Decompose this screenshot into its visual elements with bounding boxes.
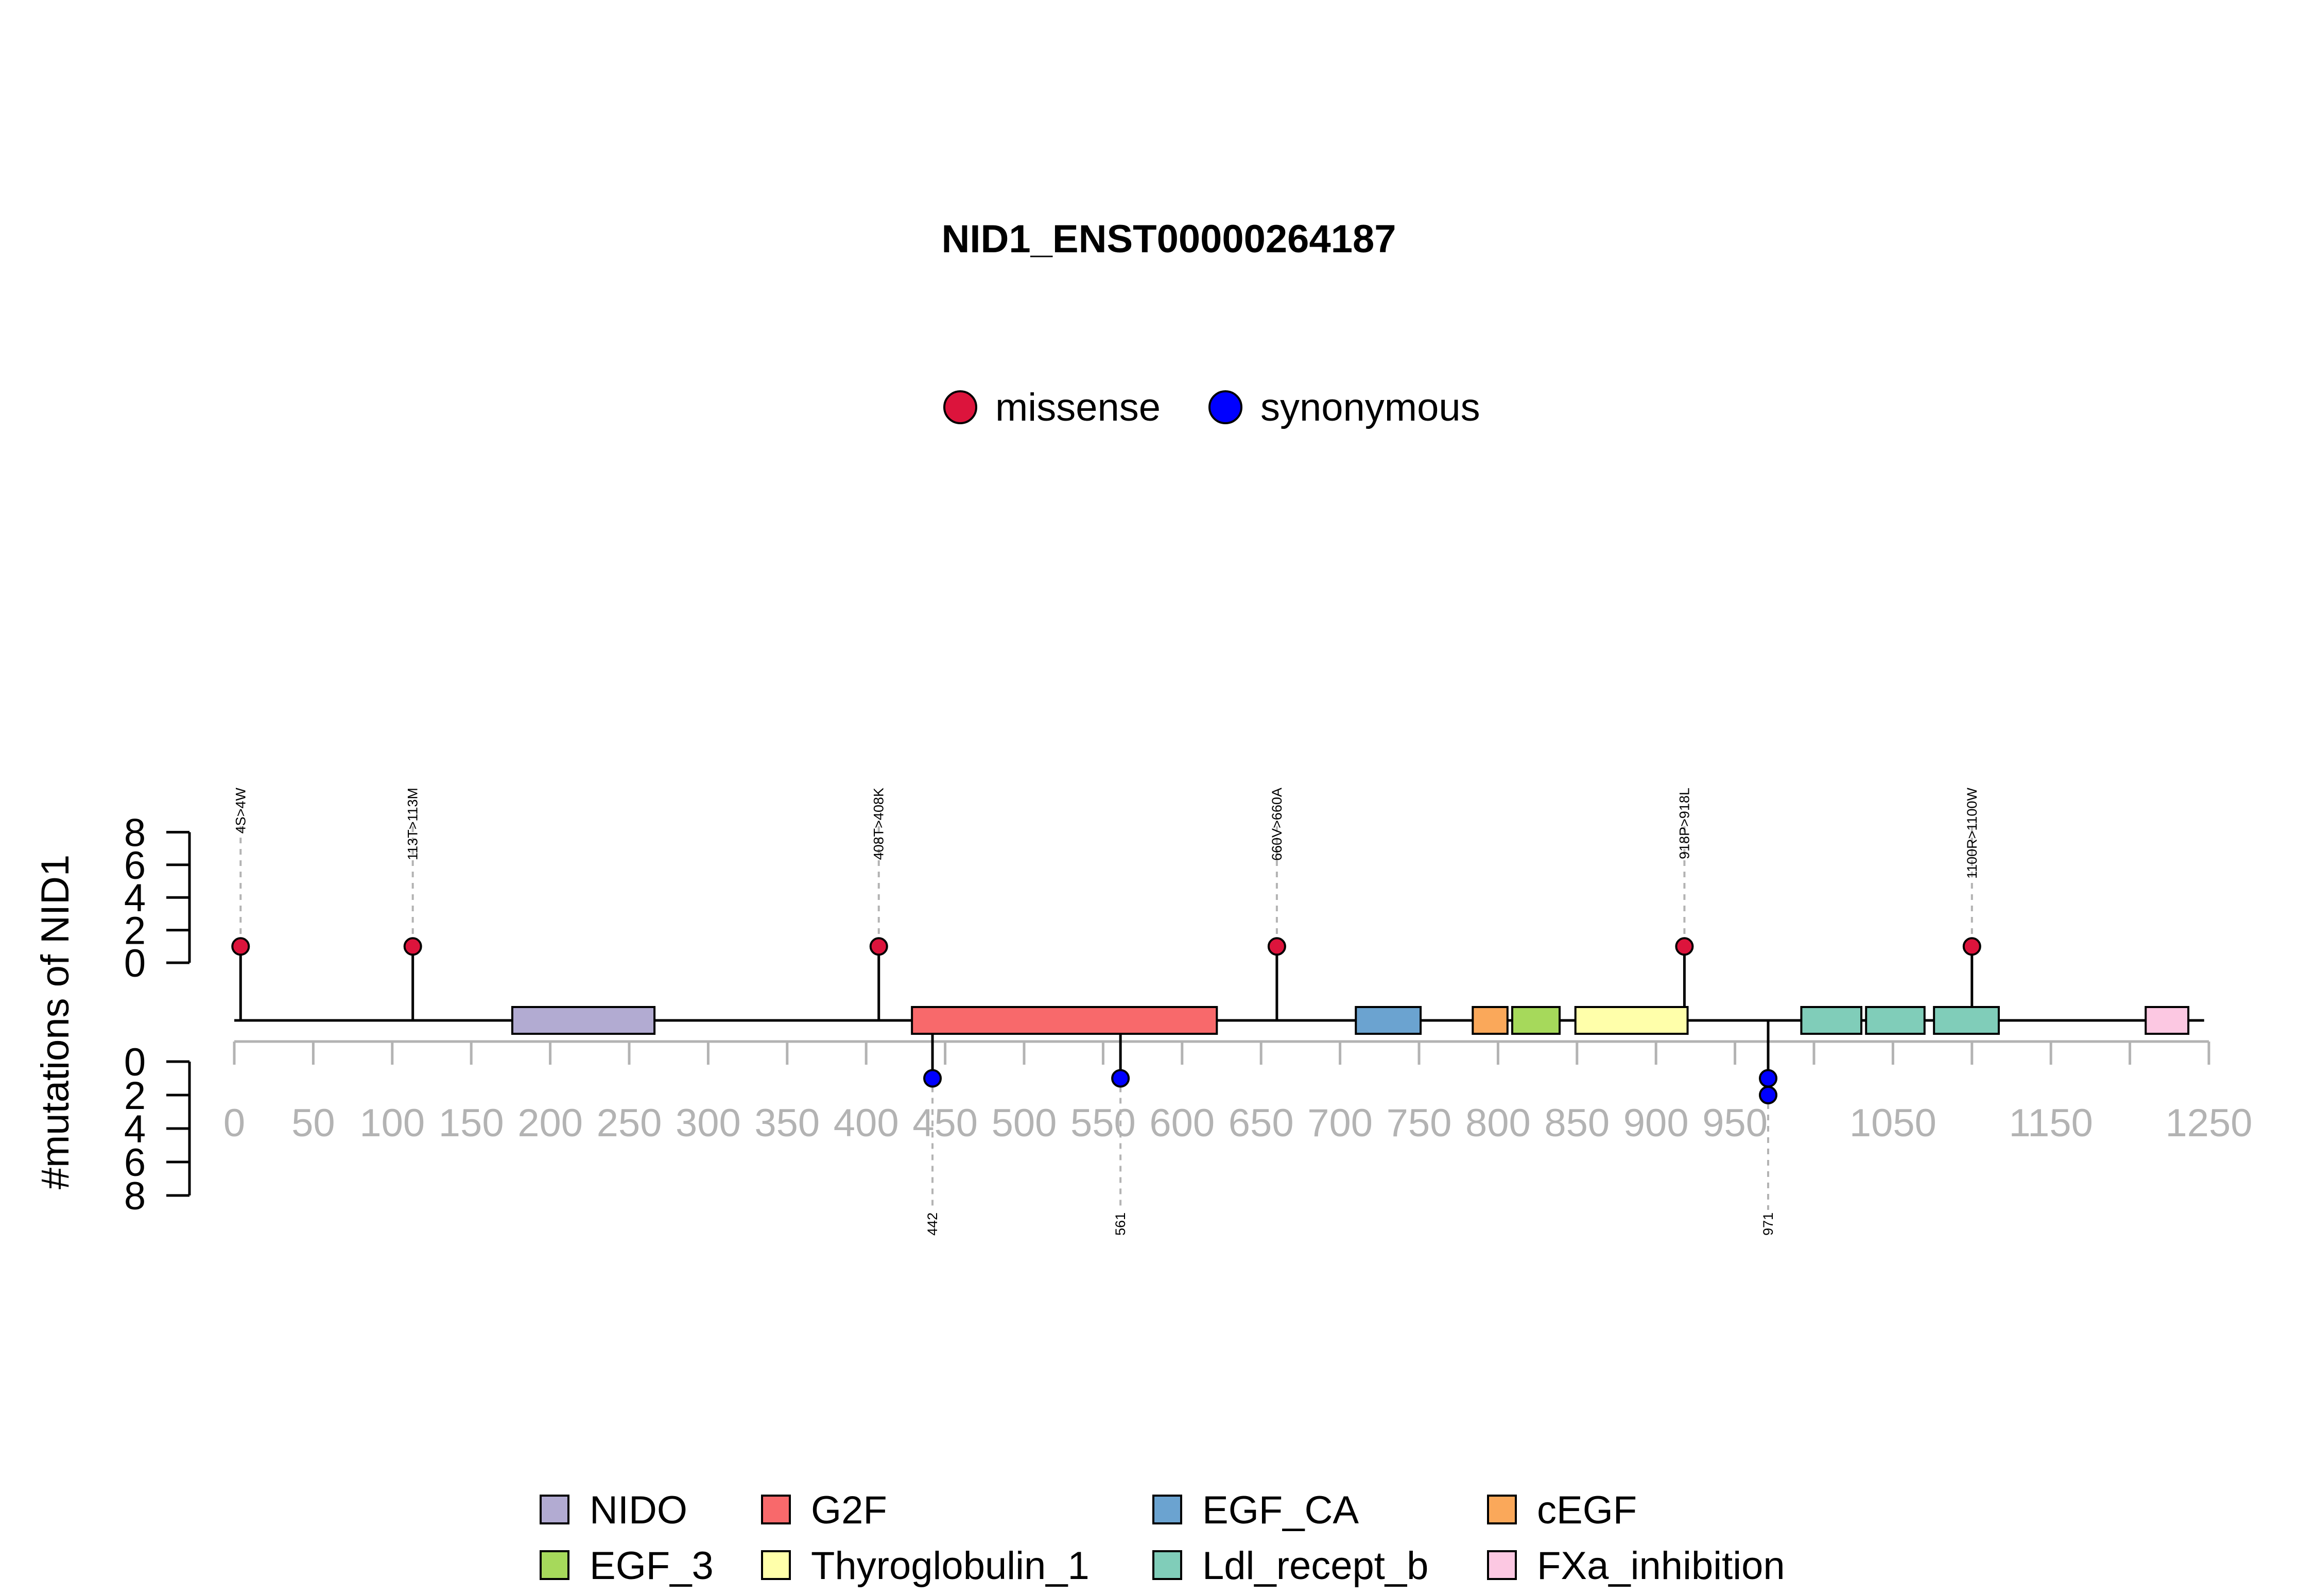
domain-legend-thyroglobulin-1-swatch [761, 1550, 791, 1580]
mutation-label: 561 [1113, 1212, 1128, 1236]
domain-legend-nido-swatch [540, 1495, 569, 1524]
mutation-label: 918P>918L [1676, 788, 1692, 859]
domain-legend-egf-ca-label: EGF_CA [1202, 1488, 1359, 1532]
mutation-type-legend: missense synonymous [943, 386, 1480, 429]
domain-cegf [1472, 1006, 1509, 1035]
domain-legend-cegf-label: cEGF [1537, 1488, 1637, 1532]
mutation-point-4s-4w [231, 937, 250, 956]
x-tick-label: 650 [1229, 1101, 1294, 1145]
domain-legend-g2f-swatch [761, 1495, 791, 1524]
legend-missense-marker [943, 390, 977, 424]
x-tick-label: 100 [359, 1101, 425, 1145]
x-tick-label: 800 [1465, 1101, 1531, 1145]
domain-legend-ldl-recept-b-swatch [1152, 1550, 1182, 1580]
mutation-point-561 [1111, 1069, 1130, 1088]
x-tick-label: 750 [1387, 1101, 1452, 1145]
x-tick-label: 400 [834, 1101, 899, 1145]
y-bottom-tick-label: 8 [124, 1174, 146, 1218]
mutation-markers: 4S>4W 113T>113M 408T>408K 660V>660A 918P>918… [231, 787, 1981, 1236]
mutation-point-442 [923, 1069, 942, 1088]
x-tick-label: 250 [597, 1101, 662, 1145]
y-bottom-tick-label: 0 [124, 1040, 146, 1084]
x-tick-label: 1250 [2165, 1101, 2252, 1145]
domain-legend-egf-ca-swatch [1152, 1495, 1182, 1524]
mutation-point-1100r-1100w [1962, 937, 1981, 956]
domain-egf-ca [1355, 1006, 1422, 1035]
domain-legend: NIDO G2F EGF_CA cEGF EGF_3 Thyroglobulin_1 Ldl… [540, 1488, 1785, 1588]
domain-ldl-recept-b [1865, 1006, 1926, 1035]
domain-nido [511, 1006, 656, 1035]
x-tick-label: 850 [1544, 1101, 1610, 1145]
mutation-label: 660V>660A [1269, 788, 1285, 861]
domain-legend-fxa-inhibition-swatch [1487, 1550, 1517, 1580]
mutation-point-971 [1759, 1069, 1778, 1088]
x-tick-label: 300 [676, 1101, 741, 1145]
domain-legend-egf-3-label: EGF_3 [590, 1544, 714, 1588]
domain-legend-thyroglobulin-1-label: Thyroglobulin_1 [811, 1544, 1090, 1588]
mutation-point-408t-408k [869, 937, 888, 956]
domain-fxa-inhibition [2145, 1006, 2190, 1035]
mutation-label: 442 [925, 1212, 940, 1236]
y-top-tick-label: 6 [124, 844, 146, 888]
y-bottom-tick-label: 6 [124, 1141, 146, 1185]
domain-legend-ldl-recept-b-label: Ldl_recept_b [1202, 1544, 1428, 1588]
mutation-label: 113T>113M [405, 788, 421, 860]
y-axis-label: #mutations of NID1 [33, 855, 77, 1190]
x-tick-label: 950 [1702, 1101, 1768, 1145]
domain-egf-3 [1511, 1006, 1561, 1035]
domain-ldl-recept-b [1800, 1006, 1863, 1035]
x-tick-label: 0 [223, 1101, 245, 1145]
x-tick-label: 550 [1070, 1101, 1136, 1145]
domain-thyroglobulin-1 [1574, 1006, 1689, 1035]
chart-title: NID1_ENST00000264187 [941, 217, 1396, 261]
x-tick-label: 450 [912, 1101, 978, 1145]
x-tick-label: 200 [517, 1101, 583, 1145]
mutation-label: 408T>408K [871, 788, 887, 860]
x-tick-label: 600 [1149, 1101, 1215, 1145]
y-bottom-tick-label: 4 [124, 1107, 146, 1151]
y-top-tick-label: 4 [124, 876, 146, 920]
domain-legend-cegf-swatch [1487, 1495, 1517, 1524]
domain-legend-g2f-label: G2F [811, 1488, 887, 1532]
x-tick-label: 50 [291, 1101, 335, 1145]
x-tick-label: 900 [1623, 1101, 1689, 1145]
mutation-label: 1100R>1100W [1964, 787, 1980, 878]
x-tick-label: 150 [439, 1101, 504, 1145]
mutation-point-113t-113m [403, 937, 422, 956]
domain-legend-egf-3-swatch [540, 1550, 569, 1580]
x-tick-label: 500 [992, 1101, 1057, 1145]
mutation-label: 4S>4W [233, 787, 248, 834]
x-tick-label: 700 [1307, 1101, 1373, 1145]
mutation-point-918p-918l [1675, 937, 1694, 956]
x-tick-label: 350 [754, 1101, 820, 1145]
domain-g2f [911, 1006, 1218, 1035]
domain-legend-nido-label: NIDO [590, 1488, 687, 1532]
x-tick-label: 1050 [1849, 1101, 1936, 1145]
y-top-tick-label: 0 [124, 942, 146, 985]
domain-legend-fxa-inhibition-label: FXa_inhibition [1537, 1544, 1785, 1588]
y-top-tick-label: 8 [124, 811, 146, 855]
protein-domains [511, 1006, 2190, 1035]
legend-missense-label: missense [995, 386, 1161, 429]
x-tick-label: 1150 [2009, 1101, 2093, 1145]
y-bottom-tick-label: 2 [124, 1074, 146, 1118]
y-top-tick-label: 2 [124, 909, 146, 953]
mutation-label: 971 [1760, 1212, 1776, 1236]
x-axis: 0 50 100 150 200 250 300 350 400 450 500 550 600 650 7… [223, 1040, 2253, 1145]
legend-synonymous-label: synonymous [1260, 386, 1480, 429]
mutation-point-971 [1759, 1086, 1778, 1104]
legend-synonymous-marker [1208, 390, 1242, 424]
mutation-point-660v-660a [1267, 937, 1286, 956]
domain-ldl-recept-b [1933, 1006, 2000, 1035]
mutation-stems [239, 826, 1974, 1210]
